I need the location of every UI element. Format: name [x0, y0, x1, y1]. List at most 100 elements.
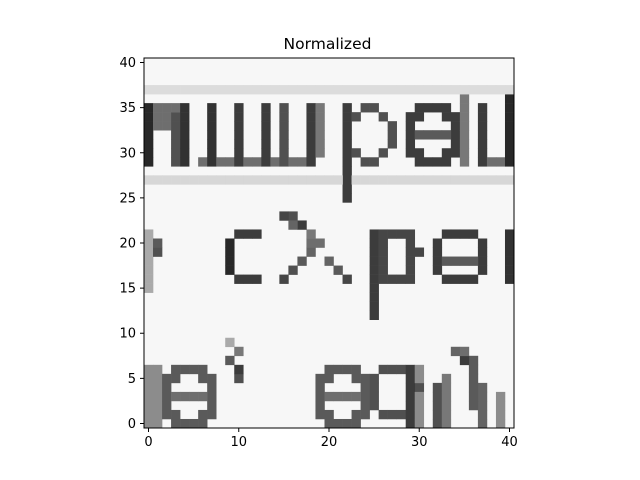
- heatmap-cell: [234, 229, 244, 239]
- heatmap-cell: [279, 175, 289, 185]
- heatmap-cell: [297, 157, 307, 167]
- heatmap-cell: [333, 175, 343, 185]
- heatmap-cell: [153, 364, 163, 375]
- heatmap-cells: [144, 85, 514, 428]
- heatmap-cell: [306, 121, 316, 131]
- heatmap-cell: [171, 391, 181, 402]
- heatmap-cell: [189, 85, 199, 95]
- heatmap-cell: [180, 391, 190, 402]
- x-tick-label: 10: [230, 435, 247, 450]
- heatmap-cell: [441, 175, 452, 185]
- heatmap-cell: [207, 112, 217, 122]
- heatmap-cell: [243, 157, 253, 167]
- heatmap-cell: [360, 157, 370, 167]
- heatmap-cell: [234, 85, 244, 95]
- heatmap-cell: [171, 364, 181, 375]
- heatmap-cell: [441, 85, 452, 95]
- heatmap-cell: [369, 391, 379, 402]
- heatmap-cell: [504, 139, 514, 149]
- heatmap-cell: [234, 346, 244, 357]
- heatmap-cell: [324, 391, 334, 402]
- heatmap-cell: [324, 418, 334, 428]
- heatmap-cell: [198, 391, 208, 402]
- heatmap-cell: [414, 382, 425, 393]
- heatmap-cell: [378, 364, 388, 375]
- heatmap-cell: [144, 409, 154, 420]
- heatmap-cell: [504, 112, 514, 122]
- heatmap-cell: [504, 148, 514, 158]
- heatmap-cell: [477, 112, 488, 122]
- heatmap-cell: [405, 382, 416, 393]
- heatmap-cell: [171, 175, 181, 185]
- heatmap-cell: [441, 418, 452, 428]
- heatmap-cell: [270, 175, 280, 185]
- heatmap-cell: [207, 157, 217, 167]
- heatmap-cell: [441, 391, 452, 402]
- heatmap-cell: [342, 103, 352, 113]
- heatmap-cell: [351, 364, 361, 375]
- heatmap-cell: [414, 247, 425, 257]
- heatmap-cell: [459, 157, 470, 167]
- heatmap-cell: [423, 157, 434, 167]
- heatmap-cell: [171, 130, 181, 140]
- heatmap-cell: [360, 400, 370, 411]
- heatmap-cell: [225, 265, 235, 275]
- y-tick-label: 40: [119, 56, 136, 71]
- heatmap-cell: [369, 292, 379, 302]
- heatmap-cell: [459, 175, 470, 185]
- heatmap-cell: [378, 229, 388, 239]
- heatmap-cell: [171, 418, 181, 428]
- heatmap-cell: [198, 418, 208, 428]
- heatmap-cell: [459, 274, 470, 284]
- heatmap-cell: [306, 247, 316, 257]
- heatmap-cell: [171, 121, 181, 131]
- heatmap-cell: [504, 121, 514, 131]
- heatmap-cell: [360, 85, 370, 95]
- heatmap-cell: [369, 310, 379, 320]
- heatmap-cell: [459, 112, 470, 122]
- heatmap-cell: [288, 211, 298, 221]
- heatmap-cell: [405, 400, 416, 411]
- heatmap-cell: [441, 148, 452, 158]
- heatmap-cell: [387, 85, 397, 95]
- heatmap-cell: [378, 175, 388, 185]
- heatmap-cell: [432, 382, 443, 393]
- heatmap-cell: [477, 175, 488, 185]
- y-tick-label: 25: [119, 191, 136, 206]
- heatmap-cell: [162, 391, 172, 402]
- heatmap-cell: [315, 175, 325, 185]
- heatmap-cell: [405, 148, 416, 158]
- heatmap-cell: [423, 103, 434, 113]
- heatmap-cell: [459, 121, 470, 131]
- heatmap-cell: [144, 85, 154, 95]
- heatmap-cell: [180, 157, 190, 167]
- heatmap-cell: [306, 130, 316, 140]
- heatmap-cell: [387, 274, 397, 284]
- heatmap-cell: [243, 229, 253, 239]
- heatmap-cell: [144, 274, 154, 284]
- heatmap-cell: [423, 175, 434, 185]
- heatmap-cell: [369, 400, 379, 411]
- heatmap-cell: [486, 175, 497, 185]
- heatmap-cell: [225, 256, 235, 266]
- heatmap-cell: [189, 391, 199, 402]
- heatmap-cell: [324, 373, 334, 384]
- heatmap-cell: [396, 229, 406, 239]
- heatmap-cell: [216, 85, 226, 95]
- y-axis: 0 5 10 15 20 25 30 35 40: [119, 56, 144, 432]
- y-tick-label: 20: [119, 237, 136, 252]
- heatmap-cell: [261, 157, 271, 167]
- heatmap-cell: [405, 238, 416, 248]
- heatmap-cell: [441, 409, 452, 420]
- heatmap-cell: [261, 112, 271, 122]
- heatmap-cell: [315, 130, 325, 140]
- heatmap-cell: [414, 391, 425, 402]
- heatmap-cell: [234, 157, 244, 167]
- heatmap-cell: [171, 112, 181, 122]
- heatmap-cell: [459, 346, 470, 357]
- heatmap-cell: [378, 112, 388, 122]
- heatmap-cell: [504, 274, 514, 284]
- heatmap-cell: [225, 85, 235, 95]
- heatmap-cell: [342, 130, 352, 140]
- heatmap-cell: [351, 85, 361, 95]
